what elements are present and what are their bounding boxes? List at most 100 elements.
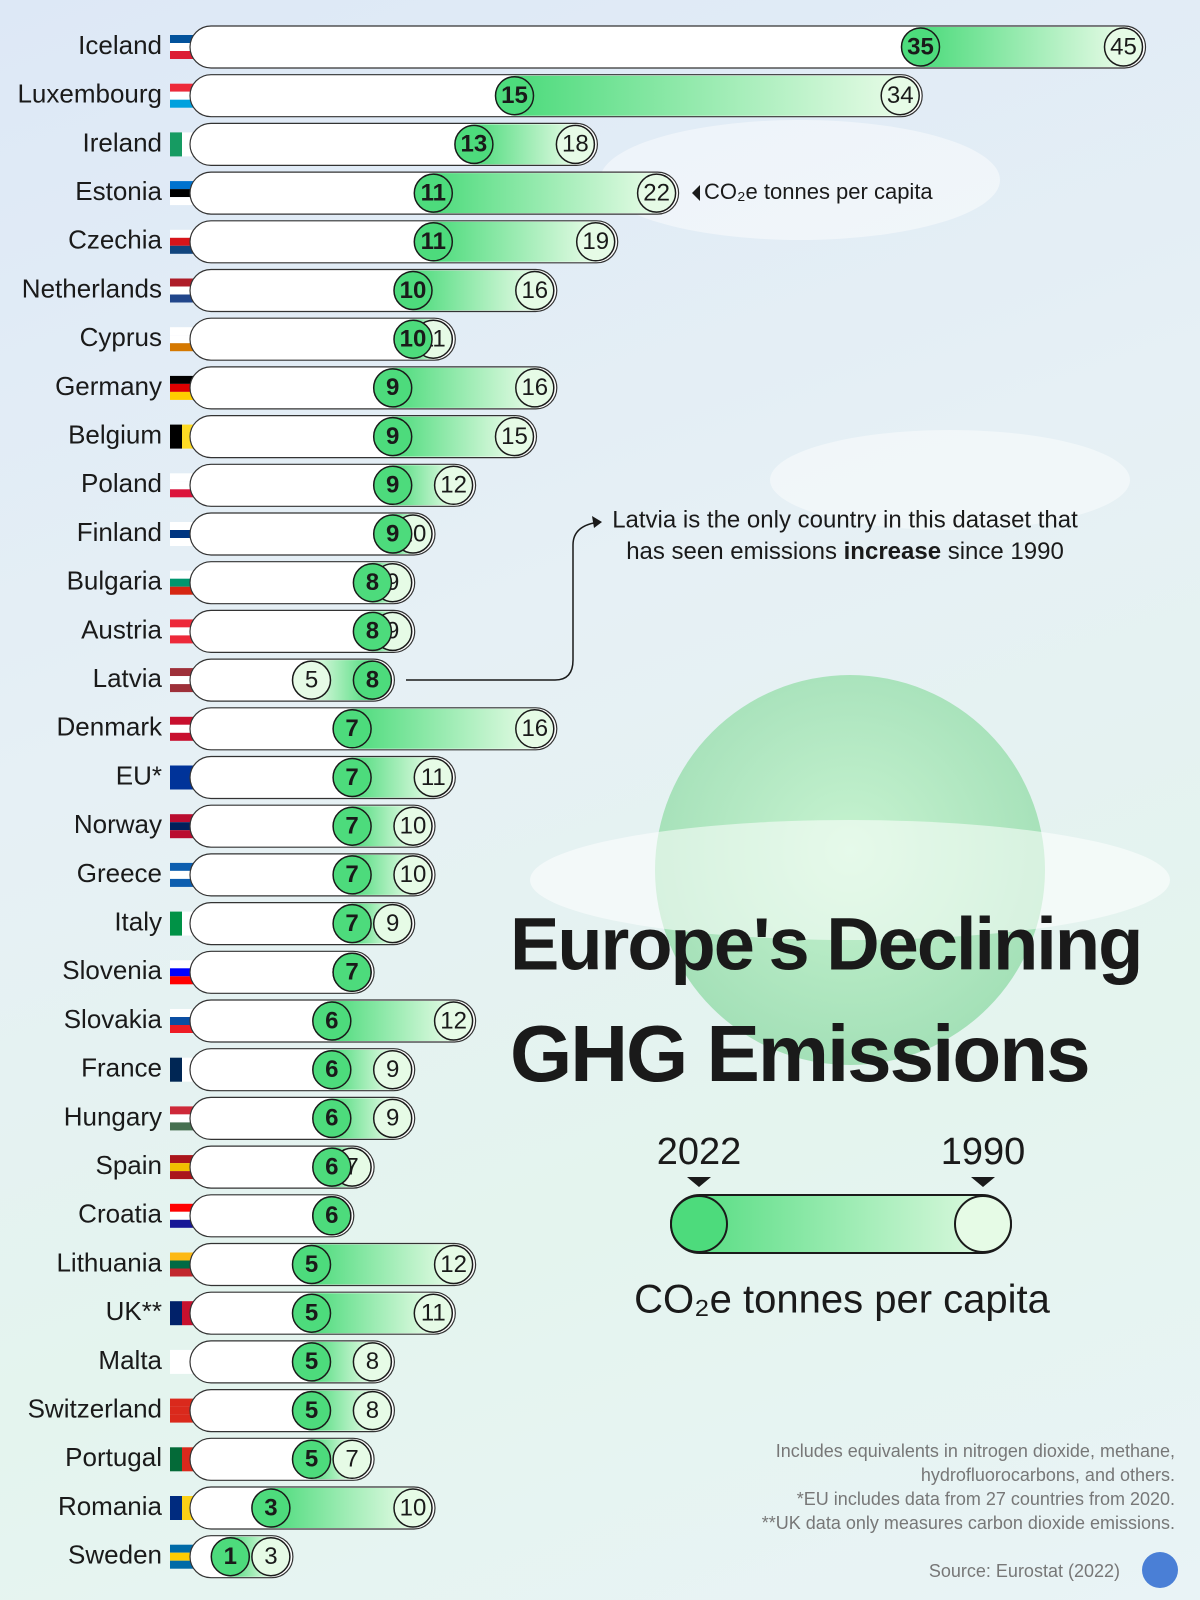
range-bar <box>333 708 554 749</box>
marker-2022 <box>332 903 372 944</box>
flag <box>170 99 206 108</box>
marker-1990 <box>332 1439 372 1480</box>
marker-2022 <box>291 1390 332 1431</box>
note-part: increase <box>844 538 941 565</box>
footnote: hydrofluorocarbons, and others. <box>921 1465 1175 1485</box>
marker-2022 <box>312 1147 352 1187</box>
flag <box>170 724 206 733</box>
flag <box>170 781 206 790</box>
value-label: 9 <box>386 472 399 499</box>
range-bar <box>251 1488 432 1528</box>
marker-1990 <box>555 124 596 165</box>
note-part: since 1990 <box>941 538 1064 565</box>
value-label: 11 <box>421 764 446 791</box>
value-label: 10 <box>400 813 427 840</box>
value-label: 5 <box>305 1446 318 1473</box>
flag <box>170 1171 206 1180</box>
flag <box>170 635 206 644</box>
country-label: Latvia <box>93 663 163 693</box>
country-label: Belgium <box>68 419 162 449</box>
flag <box>170 968 206 977</box>
flag <box>170 1260 206 1269</box>
marker-2022 <box>291 1244 332 1285</box>
value-label: 9 <box>386 374 399 401</box>
flag <box>170 716 206 725</box>
note: has seen emissions increase since 1990 <box>626 538 1064 565</box>
note: Latvia is the only country in this datas… <box>612 506 1078 533</box>
flag <box>170 229 206 238</box>
marker-2022 <box>312 1049 352 1090</box>
annotation-pointer <box>692 185 700 201</box>
flag <box>170 765 206 774</box>
country-label: Malta <box>98 1345 162 1375</box>
value-label: 10 <box>400 277 427 304</box>
row-bar <box>189 512 436 556</box>
country-label: Ireland <box>83 127 163 157</box>
value-label: 9 <box>386 423 399 450</box>
value-label: 22 <box>643 179 670 206</box>
value-label: 3 <box>264 1494 277 1521</box>
flag <box>170 586 206 595</box>
marker-1990 <box>880 75 920 116</box>
flag <box>170 1560 206 1569</box>
value-label: 16 <box>521 374 548 401</box>
marker-1990 <box>413 757 454 798</box>
flag <box>170 1163 206 1172</box>
marker-1990 <box>515 709 555 749</box>
marker-1990 <box>393 806 433 846</box>
country-label: UK** <box>106 1296 162 1326</box>
flag <box>170 1219 206 1228</box>
flag <box>170 327 206 336</box>
value-label: 9 <box>386 910 399 937</box>
flag <box>170 862 206 871</box>
flag <box>170 960 206 969</box>
value-label: 1 <box>224 1543 237 1570</box>
marker-1990 <box>372 1098 413 1139</box>
marker-2022 <box>494 75 535 116</box>
range-bar <box>495 75 920 116</box>
marker-2022 <box>332 806 372 846</box>
flag <box>170 1106 206 1115</box>
country-label: Estonia <box>75 176 162 206</box>
flag <box>170 1301 182 1326</box>
country-label: Spain <box>96 1150 163 1180</box>
marker-2022 <box>210 1536 251 1577</box>
note-arrowhead <box>592 516 602 528</box>
marker-1990 <box>352 1342 393 1382</box>
marker-2022 <box>413 173 454 213</box>
value-label: 12 <box>440 472 467 499</box>
flag <box>170 51 206 59</box>
flag <box>170 335 206 344</box>
value-label: 8 <box>366 666 379 693</box>
legend-marker <box>670 1195 728 1253</box>
flag <box>170 911 182 936</box>
flag <box>170 530 206 538</box>
country-label: Cyprus <box>80 322 162 352</box>
value-label: 5 <box>305 1397 318 1424</box>
flag <box>170 1122 206 1131</box>
value-label: 11 <box>421 1300 446 1327</box>
value-label: 18 <box>562 131 589 158</box>
country-label: Hungary <box>64 1101 162 1131</box>
country-label: Denmark <box>57 712 163 742</box>
flag <box>170 473 206 482</box>
country-label: Slovenia <box>62 955 162 985</box>
marker-2022 <box>291 1293 332 1333</box>
country-label: Netherlands <box>22 273 162 303</box>
flag <box>170 732 206 741</box>
value-label: 13 <box>461 131 488 158</box>
marker-1990 <box>433 1244 474 1285</box>
marker-2022 <box>332 709 372 749</box>
legend-marker <box>954 1195 1012 1253</box>
marker-2022 <box>393 319 433 359</box>
country-label: Norway <box>74 809 162 839</box>
flag <box>170 870 206 879</box>
country-label: Luxembourg <box>17 79 162 109</box>
flag <box>170 538 206 546</box>
flag <box>170 773 206 782</box>
value-label: 5 <box>305 1348 318 1375</box>
marker-2022 <box>312 1001 352 1041</box>
flag <box>170 814 206 823</box>
row-bar <box>189 950 375 994</box>
